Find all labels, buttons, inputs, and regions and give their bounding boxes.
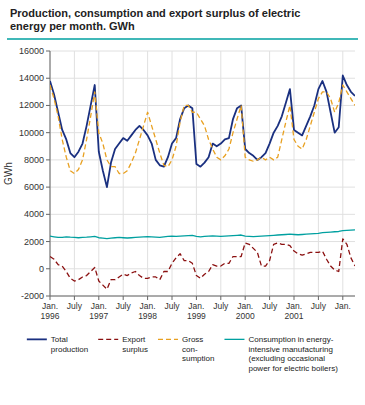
series-line <box>50 230 355 239</box>
y-tick-label: 12000 <box>19 100 44 110</box>
y-tick-label: 10000 <box>19 128 44 138</box>
y-tick-label: 6000 <box>24 182 44 192</box>
x-tick <box>50 296 51 300</box>
x-tick <box>318 296 319 300</box>
x-tick-label: Jan. <box>335 301 351 311</box>
legend-swatch <box>98 339 118 340</box>
x-tick <box>98 296 99 300</box>
legend-item: Totalproduction <box>27 335 88 354</box>
x-tick <box>269 296 270 300</box>
y-tick <box>46 241 50 242</box>
series-line <box>50 85 355 173</box>
legend-item: Consumption in energy-intensive manufact… <box>224 335 338 373</box>
y-tick <box>46 159 50 160</box>
y-tick-label: 2000 <box>24 237 44 247</box>
legend-label: Totalproduction <box>51 335 88 354</box>
y-tick <box>46 105 50 106</box>
x-tick-label: Jan.1997 <box>89 301 108 321</box>
x-tick-label: Jan.2000 <box>236 301 255 321</box>
y-grid-line <box>50 268 355 269</box>
legend-item: Exportsurplus <box>98 335 148 354</box>
x-tick <box>220 296 221 300</box>
series-line <box>50 76 355 188</box>
x-grid-line <box>245 51 246 296</box>
x-tick-label: July <box>213 301 229 311</box>
x-tick <box>342 296 343 300</box>
y-grid-line <box>50 187 355 188</box>
lines <box>50 76 355 290</box>
x-grid-line <box>172 51 173 296</box>
x-tick-label: Jan.2001 <box>285 301 304 321</box>
legend-label: Consumption in energy-intensive manufact… <box>248 335 338 373</box>
x-tick-label: July <box>262 301 278 311</box>
legend-item: Grosscon-sumption <box>158 335 214 363</box>
series-line <box>50 239 355 289</box>
x-tick <box>196 296 197 300</box>
x-tick <box>294 296 295 300</box>
x-tick <box>172 296 173 300</box>
axes: -2000 0 2000 4000 6000 8000 10000 12000 14000 160… <box>19 46 355 321</box>
x-tick-label: July <box>311 301 327 311</box>
x-tick-label: Jan.1999 <box>187 301 206 321</box>
x-grid-line <box>98 51 99 296</box>
x-tick-label: July <box>164 301 180 311</box>
x-tick <box>147 296 148 300</box>
x-tick <box>123 296 124 300</box>
x-tick-label: July <box>67 301 83 311</box>
x-tick <box>74 296 75 300</box>
y-tick <box>46 268 50 269</box>
legend-swatch <box>224 339 244 340</box>
y-tick-label: 8000 <box>24 155 44 165</box>
y-tick-label: 14000 <box>19 73 44 83</box>
legend-swatch <box>158 339 178 340</box>
x-tick <box>245 296 246 300</box>
y-tick-label: -2000 <box>21 291 44 301</box>
y-grid-line <box>50 78 355 79</box>
y-tick <box>46 132 50 133</box>
y-tick <box>46 187 50 188</box>
x-grid-line <box>220 51 221 296</box>
x-grid-line <box>196 51 197 296</box>
x-grid-line <box>294 51 295 296</box>
y-grid-line <box>50 132 355 133</box>
x-tick-label: July <box>116 301 132 311</box>
grid <box>50 51 355 296</box>
y-grid-line <box>50 159 355 160</box>
x-tick-label: Jan.1998 <box>138 301 157 321</box>
y-grid-line <box>50 296 355 297</box>
x-axis-line <box>50 296 355 297</box>
y-tick <box>46 51 50 52</box>
y-tick-label: 0 <box>39 264 44 274</box>
y-tick <box>46 78 50 79</box>
legend-swatch <box>27 338 47 340</box>
chart: Production, consumption and export surpl… <box>0 0 365 405</box>
y-grid-line <box>50 241 355 242</box>
y-grid-line <box>50 214 355 215</box>
x-tick-label: Jan.1996 <box>41 301 60 321</box>
title-rule <box>7 38 358 40</box>
y-tick-label: 16000 <box>19 46 44 56</box>
legend-label: Exportsurplus <box>122 335 148 354</box>
x-grid-line <box>147 51 148 296</box>
legend-label: Grosscon-sumption <box>182 335 214 363</box>
y-tick <box>46 214 50 215</box>
title: Production, consumption and export surpl… <box>10 7 300 32</box>
y-tick-label: 4000 <box>24 209 44 219</box>
y-tick <box>46 296 50 297</box>
legend: Totalproduction Exportsurplus Grosscon-sum… <box>27 335 338 373</box>
y-grid-line <box>50 51 355 52</box>
y-axis-label: GWh <box>3 162 14 185</box>
